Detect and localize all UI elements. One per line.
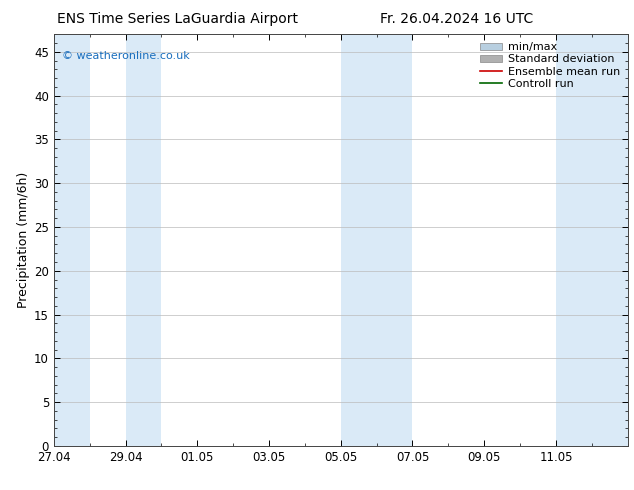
Bar xyxy=(126,34,162,446)
Bar xyxy=(556,34,628,446)
Text: Fr. 26.04.2024 16 UTC: Fr. 26.04.2024 16 UTC xyxy=(380,12,533,26)
Y-axis label: Precipitation (mm/6h): Precipitation (mm/6h) xyxy=(17,172,30,308)
Bar xyxy=(341,34,413,446)
Legend: min/max, Standard deviation, Ensemble mean run, Controll run: min/max, Standard deviation, Ensemble me… xyxy=(477,40,622,91)
Text: ENS Time Series LaGuardia Airport: ENS Time Series LaGuardia Airport xyxy=(57,12,298,26)
Text: © weatheronline.co.uk: © weatheronline.co.uk xyxy=(63,51,190,61)
Bar xyxy=(54,34,90,446)
